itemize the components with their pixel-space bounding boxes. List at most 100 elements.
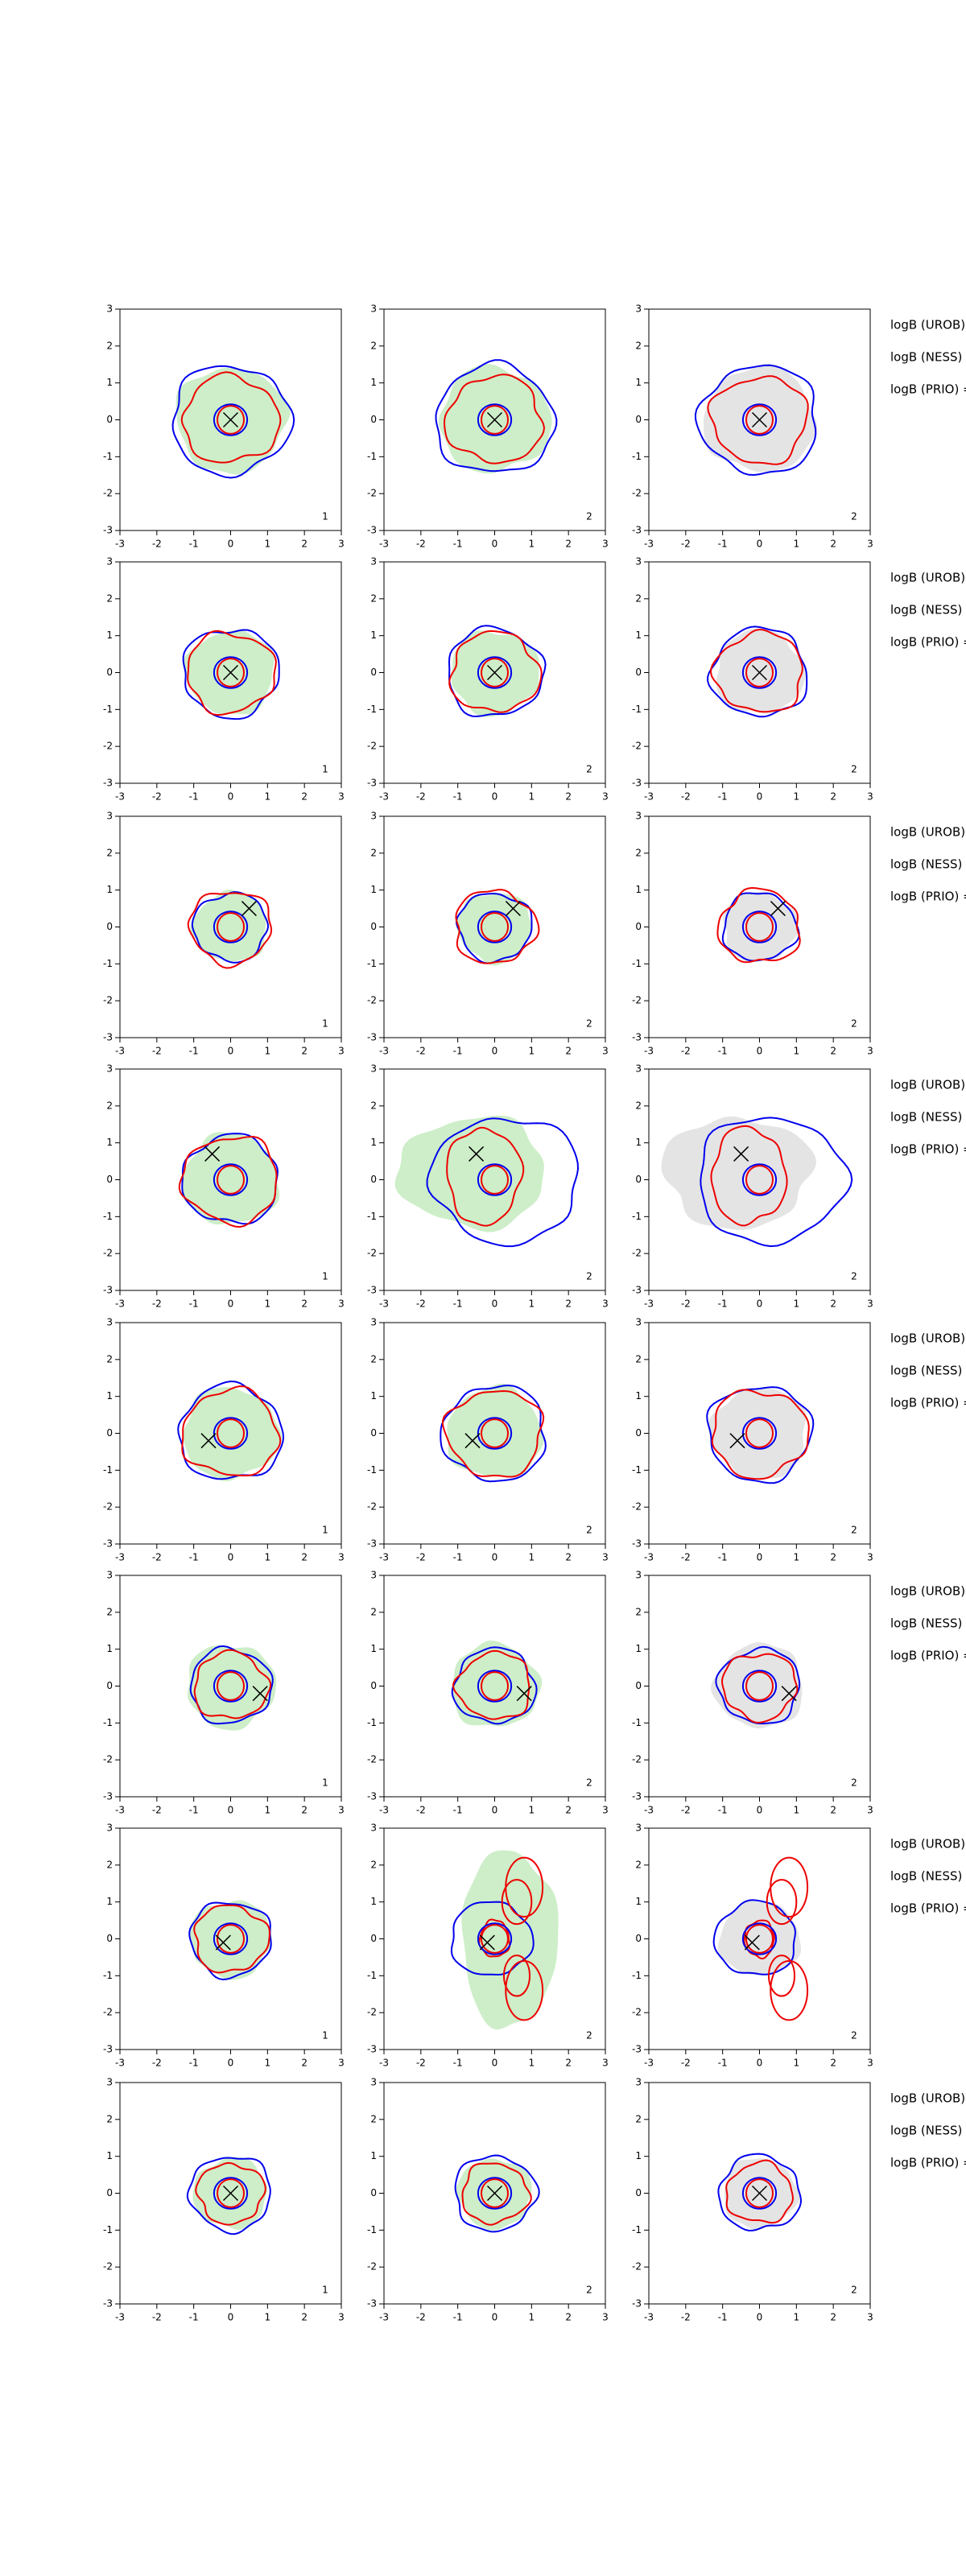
x-tick-label: 0 xyxy=(757,539,763,550)
marker-x xyxy=(200,1433,217,1449)
y-tick-label: 1 xyxy=(370,630,377,641)
panel: -3 -2 -1 0 1 2 3 -3 -2 -1 0 1 2 3 1 xyxy=(103,1823,345,2069)
y-tick-label: 3 xyxy=(635,556,642,568)
y-tick-label: -2 xyxy=(367,2261,377,2273)
inner-blue xyxy=(741,2177,778,2210)
x-tick-label: -1 xyxy=(189,1046,199,1057)
x-tick-label: -2 xyxy=(152,1298,162,1310)
y-tick-label: -2 xyxy=(367,741,377,752)
inner-blue xyxy=(741,1922,778,1955)
inner-red xyxy=(481,405,509,435)
marker-x xyxy=(751,664,768,681)
x-tick-label: -1 xyxy=(189,2312,199,2323)
density-fill xyxy=(703,364,817,473)
y-tick-label: 1 xyxy=(635,630,642,641)
x-tick-label: 2 xyxy=(565,1046,572,1057)
marker-x xyxy=(770,901,786,917)
y-tick-label: -3 xyxy=(367,1791,377,1802)
plot-area xyxy=(178,1132,280,1228)
plot-area xyxy=(706,1386,815,1484)
density-fill xyxy=(190,890,266,962)
x-tick-label: 1 xyxy=(794,791,800,803)
annotation: logB (PRIO) = xyxy=(890,382,966,397)
y-tick-label: 3 xyxy=(635,1823,642,1834)
panel-label: 2 xyxy=(586,511,592,522)
x-tick-label: -2 xyxy=(416,791,426,803)
inner-blue xyxy=(741,1417,778,1450)
contour-blue xyxy=(435,359,558,473)
y-tick-label: 0 xyxy=(370,1933,377,1944)
x-tick-label: -3 xyxy=(379,2312,389,2323)
y-tick-label: 3 xyxy=(106,303,113,315)
y-tick-label: 3 xyxy=(370,303,377,315)
panel: -3 -2 -1 0 1 2 3 -3 -2 -1 0 1 2 3 1 xyxy=(103,1317,345,1563)
density-fill xyxy=(189,1900,272,1980)
x-tick-label: 1 xyxy=(794,1298,800,1310)
panel-label: 2 xyxy=(586,1271,592,1282)
x-tick-label: 1 xyxy=(794,2312,800,2323)
contour-red xyxy=(725,2159,795,2224)
marker-x xyxy=(222,664,239,681)
y-tick-label: 1 xyxy=(635,1896,642,1907)
x-tick-label: 1 xyxy=(265,1805,271,1816)
x-tick-label: 2 xyxy=(301,2058,308,2069)
y-tick-label: -3 xyxy=(367,2298,377,2310)
y-tick-label: 0 xyxy=(635,667,642,678)
annotation: logB (NESS) = xyxy=(890,2124,966,2138)
inner-red xyxy=(217,1924,245,1954)
panel: -3 -2 -1 0 1 2 3 -3 -2 -1 0 1 2 3 2 logB (UROB) logB (NE… xyxy=(632,1063,966,1310)
y-tick-label: 2 xyxy=(106,1100,113,1111)
x-tick-label: 0 xyxy=(228,1046,234,1057)
y-tick-label: 3 xyxy=(370,1823,377,1834)
x-tick-label: -2 xyxy=(152,791,162,803)
y-tick-label: 3 xyxy=(106,811,113,822)
marker-x xyxy=(241,901,257,917)
y-tick-label: -3 xyxy=(103,2298,113,2310)
y-tick-label: 0 xyxy=(635,921,642,932)
marker-x xyxy=(751,2185,768,2202)
y-tick-label: 1 xyxy=(106,1643,113,1654)
x-tick-label: 1 xyxy=(265,1552,271,1563)
x-tick-label: -3 xyxy=(115,1552,125,1563)
y-tick-label: 2 xyxy=(635,592,642,604)
y-tick-label: -2 xyxy=(367,995,377,1006)
inner-red xyxy=(481,2178,509,2208)
x-tick-label: 3 xyxy=(602,1046,609,1057)
x-tick-label: 0 xyxy=(492,2312,498,2323)
x-tick-label: 3 xyxy=(867,539,873,550)
y-tick-label: -1 xyxy=(367,1211,377,1222)
y-tick-label: 0 xyxy=(635,1933,642,1944)
inner-red xyxy=(217,1418,245,1448)
y-tick-label: -2 xyxy=(103,995,113,1006)
x-tick-label: -3 xyxy=(644,1298,654,1310)
contour-red xyxy=(766,1879,798,1926)
y-tick-label: 1 xyxy=(635,1137,642,1148)
y-tick-label: 0 xyxy=(106,2187,113,2198)
plot-area xyxy=(440,1383,547,1483)
y-tick-label: -3 xyxy=(103,1032,113,1043)
x-tick-label: 2 xyxy=(301,539,308,550)
y-tick-label: 1 xyxy=(106,1137,113,1148)
y-tick-label: 1 xyxy=(370,2150,377,2161)
inner-blue xyxy=(477,1163,513,1196)
y-tick-label: 2 xyxy=(635,2113,642,2124)
x-tick-label: -3 xyxy=(644,539,654,550)
x-tick-label: 2 xyxy=(565,1552,572,1563)
inner-blue xyxy=(477,2177,513,2210)
x-tick-label: 3 xyxy=(867,791,873,803)
x-tick-label: -1 xyxy=(189,791,199,803)
x-tick-label: 0 xyxy=(228,539,234,550)
contour-red xyxy=(443,374,546,464)
inner-blue xyxy=(741,1163,778,1196)
panel: -3 -2 -1 0 1 2 3 -3 -2 -1 0 1 2 3 1 xyxy=(103,1570,345,1816)
contour-red xyxy=(452,1649,530,1720)
marker-x xyxy=(729,1433,745,1449)
x-tick-label: 3 xyxy=(867,1805,873,1816)
x-tick-label: -1 xyxy=(189,539,199,550)
x-tick-label: -2 xyxy=(152,1552,162,1563)
y-tick-label: 0 xyxy=(370,921,377,932)
panel-label: 1 xyxy=(322,2030,328,2041)
x-tick-label: -1 xyxy=(189,1298,199,1310)
y-tick-label: -1 xyxy=(367,704,377,715)
plot-area xyxy=(717,2153,803,2231)
